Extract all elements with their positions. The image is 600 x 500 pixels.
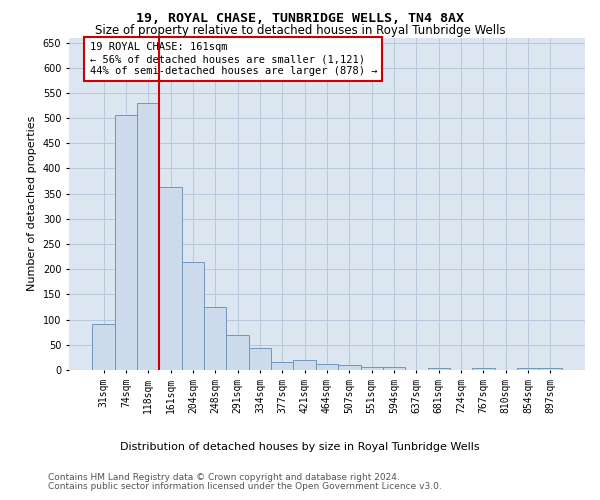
Bar — [226, 334, 249, 370]
Text: Contains HM Land Registry data © Crown copyright and database right 2024.: Contains HM Land Registry data © Crown c… — [48, 472, 400, 482]
Text: 19, ROYAL CHASE, TUNBRIDGE WELLS, TN4 8AX: 19, ROYAL CHASE, TUNBRIDGE WELLS, TN4 8A… — [136, 12, 464, 26]
Bar — [271, 362, 293, 370]
Text: Contains public sector information licensed under the Open Government Licence v3: Contains public sector information licen… — [48, 482, 442, 491]
Bar — [92, 324, 115, 370]
Text: 19 ROYAL CHASE: 161sqm
← 56% of detached houses are smaller (1,121)
44% of semi-: 19 ROYAL CHASE: 161sqm ← 56% of detached… — [89, 42, 377, 76]
Bar — [517, 368, 539, 370]
Bar — [137, 103, 160, 370]
Bar — [293, 360, 316, 370]
Bar — [383, 368, 405, 370]
Bar — [428, 368, 450, 370]
Bar — [115, 114, 137, 370]
Text: Distribution of detached houses by size in Royal Tunbridge Wells: Distribution of detached houses by size … — [120, 442, 480, 452]
Text: Size of property relative to detached houses in Royal Tunbridge Wells: Size of property relative to detached ho… — [95, 24, 505, 37]
Bar — [361, 367, 383, 370]
Bar — [249, 348, 271, 370]
Bar — [539, 368, 562, 370]
Bar — [472, 368, 494, 370]
Y-axis label: Number of detached properties: Number of detached properties — [27, 116, 37, 292]
Bar — [338, 365, 361, 370]
Bar — [182, 262, 204, 370]
Bar — [160, 187, 182, 370]
Bar — [316, 364, 338, 370]
Bar — [204, 306, 226, 370]
